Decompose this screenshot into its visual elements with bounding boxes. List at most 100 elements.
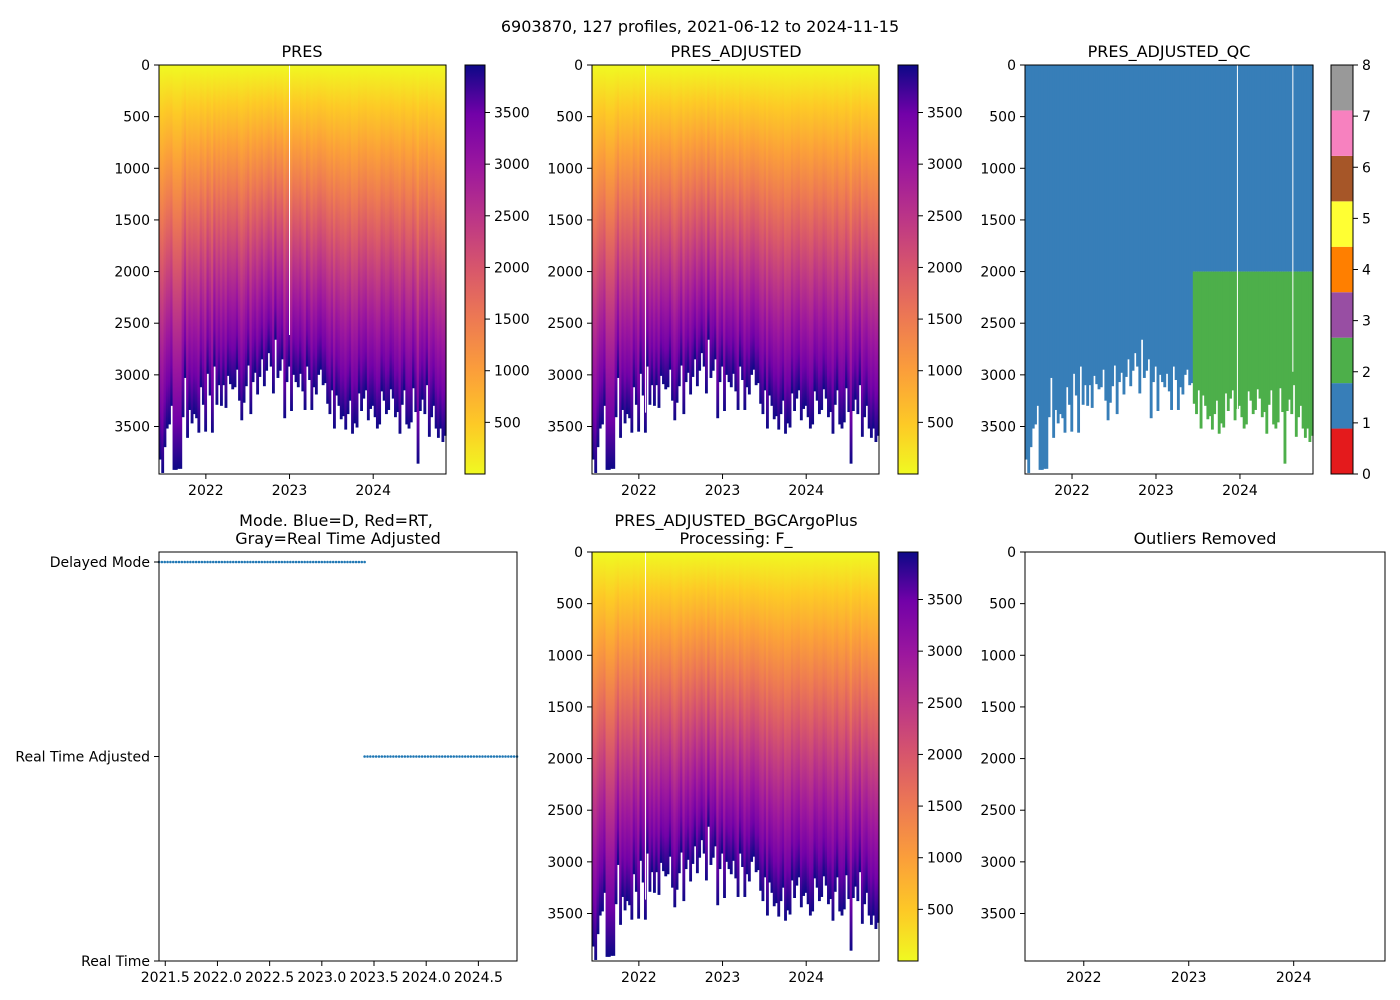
qc-column-good xyxy=(1167,65,1171,392)
profile-column xyxy=(224,65,228,408)
y-tick-label: 3500 xyxy=(547,906,583,922)
qc-column-good xyxy=(1088,65,1092,386)
qc-column-probably-good xyxy=(1238,271,1242,406)
qc-column-good xyxy=(1156,65,1160,411)
profile-column xyxy=(294,65,298,383)
profile-column xyxy=(714,65,717,360)
y-tick-label: 0 xyxy=(574,58,583,74)
profile-column xyxy=(858,552,862,873)
data-area xyxy=(157,560,519,758)
profile-column xyxy=(639,552,643,861)
y-tick-label: 3500 xyxy=(980,906,1016,922)
mode-point xyxy=(417,755,421,758)
mode-point xyxy=(266,560,269,564)
profile-column xyxy=(686,552,690,860)
data-area xyxy=(1025,65,1314,473)
profile-column xyxy=(616,552,620,865)
profile-column xyxy=(614,552,618,905)
profile-column xyxy=(197,65,201,433)
profile-column xyxy=(863,552,867,905)
y-tick-label: 500 xyxy=(123,110,150,126)
mode-point xyxy=(294,560,298,564)
profile-column xyxy=(267,65,271,354)
profile-column xyxy=(851,65,855,411)
qc-column-probably-good xyxy=(1265,271,1269,434)
profile-column xyxy=(747,65,751,395)
qc-column-probably-good xyxy=(1281,271,1285,413)
qc-color-swatch xyxy=(1331,292,1353,338)
colorbar-tick-label: 3000 xyxy=(927,644,963,660)
profile-column xyxy=(777,552,781,917)
profile-column xyxy=(838,65,842,425)
profile-column xyxy=(750,65,754,375)
profile-column xyxy=(876,552,880,923)
mode-point xyxy=(415,755,418,758)
profile-column xyxy=(616,65,620,378)
mode-point xyxy=(163,560,167,564)
profile-column xyxy=(781,552,785,888)
mode-point xyxy=(507,755,510,758)
colorbar-tick-label: 1500 xyxy=(927,312,963,328)
profile-column xyxy=(872,65,876,429)
profile-column xyxy=(416,65,420,464)
profile-column xyxy=(775,552,778,904)
profile-column xyxy=(876,65,880,436)
profile-column xyxy=(607,65,611,470)
profile-column xyxy=(317,65,321,375)
colorbar-tick-label: 4 xyxy=(1362,263,1371,279)
qc-column-good xyxy=(1165,65,1169,374)
profile-column xyxy=(732,65,735,374)
profile-column xyxy=(634,65,638,405)
qc-color-swatch xyxy=(1331,337,1353,384)
profile-column xyxy=(625,65,629,415)
profile-column xyxy=(743,65,747,410)
qc-column-good xyxy=(1201,65,1205,272)
profile-column xyxy=(342,65,345,417)
profile-column xyxy=(817,552,821,902)
panel-bgc: PRES_ADJUSTED_BGCArgoPlus Processing: F_… xyxy=(547,511,962,986)
profile-column xyxy=(777,65,781,430)
profile-column xyxy=(824,65,828,399)
profile-column xyxy=(625,552,629,902)
y-tick-label: 2000 xyxy=(114,265,150,281)
profile-column xyxy=(675,65,679,403)
mode-point xyxy=(194,560,198,564)
qc-column-probably-good xyxy=(1226,271,1230,411)
profile-column xyxy=(623,552,627,911)
profile-column xyxy=(806,552,810,905)
profile-column xyxy=(668,552,672,857)
qc-column-probably-good xyxy=(1192,271,1196,404)
qc-column-good xyxy=(1197,65,1201,272)
profile-column xyxy=(605,552,609,957)
mode-point xyxy=(257,560,261,564)
mode-point xyxy=(403,755,407,758)
x-tick-label: 2024.0 xyxy=(402,970,451,986)
profile-column xyxy=(333,65,336,429)
plot-frame xyxy=(1024,64,1314,475)
profile-column xyxy=(725,552,729,862)
profile-column xyxy=(346,65,350,415)
profile-column xyxy=(217,65,221,386)
profile-column xyxy=(779,552,783,902)
qc-column-good xyxy=(1208,65,1212,272)
qc-column-good xyxy=(1065,65,1069,388)
mode-point xyxy=(209,560,212,564)
profile-column xyxy=(874,65,878,442)
colorbar-tick-label: 3500 xyxy=(927,593,963,609)
profile-column xyxy=(235,65,239,370)
profile-column xyxy=(183,65,187,378)
qc-column-good xyxy=(1106,65,1110,421)
profile-column xyxy=(666,552,670,875)
profile-column xyxy=(262,65,266,387)
profile-column xyxy=(698,65,702,371)
x-tick-label: 2023 xyxy=(705,483,741,499)
profile-column xyxy=(621,65,625,410)
mode-point xyxy=(203,560,206,564)
mode-point xyxy=(217,560,221,564)
profile-column xyxy=(594,552,598,960)
qc-column-probably-good xyxy=(1242,271,1246,429)
mode-point xyxy=(420,755,424,758)
x-tick-label: 2022 xyxy=(621,483,657,499)
profile-column xyxy=(619,65,622,438)
mode-point xyxy=(277,560,281,564)
